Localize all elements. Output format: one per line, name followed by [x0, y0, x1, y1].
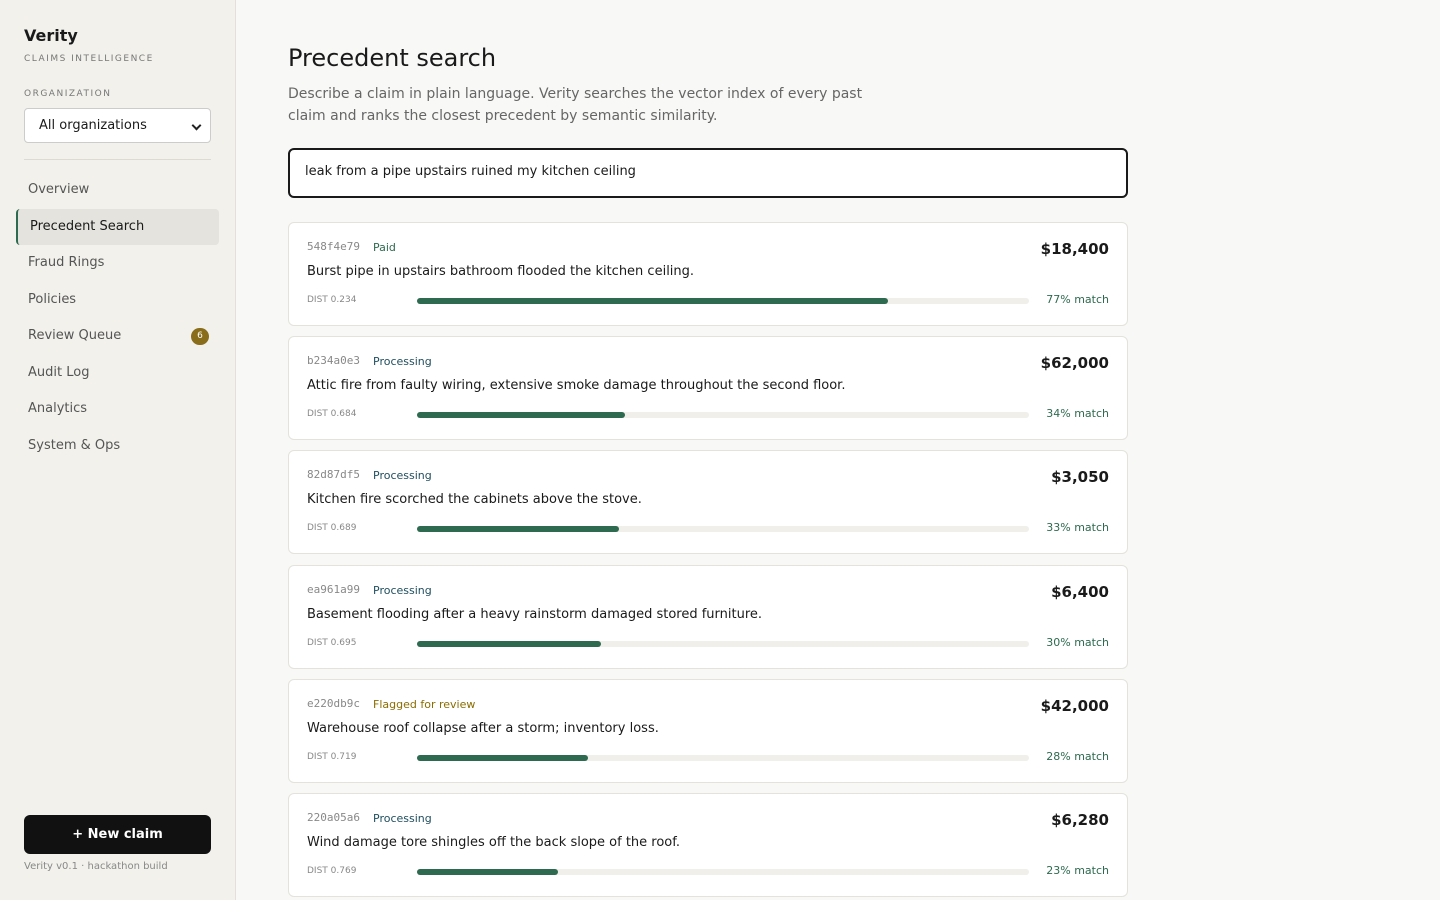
nav-label: Policies: [28, 291, 77, 307]
nav-label: Audit Log: [28, 364, 90, 380]
result-card[interactable]: e220db9c Flagged for review $42,000 Warehou…: [288, 678, 1128, 783]
distance: DIST 0.695: [307, 637, 357, 648]
claim-id: 548f4e79: [307, 240, 360, 253]
nav-item[interactable]: Overview: [16, 172, 219, 208]
nav-item[interactable]: Audit Log: [16, 355, 219, 391]
org-label: ORGANIZATION: [24, 89, 112, 99]
tagline: CLAIMS INTELLIGENCE: [24, 54, 154, 64]
brand: Verity: [24, 26, 78, 45]
status: Processing: [373, 469, 432, 483]
result-card[interactable]: 548f4e79 Paid $18,400 Burst pipe in upstair…: [288, 222, 1128, 326]
description: Describe a claim in plain language. Veri…: [288, 86, 863, 124]
match-bar: [417, 298, 889, 304]
match-label: 30% match: [1046, 635, 1109, 649]
match-track: [417, 640, 1029, 647]
nav: Overview Precedent Search Fraud Rings Polic…: [16, 172, 219, 464]
nav-item[interactable]: System & Ops: [16, 428, 219, 464]
amount: $6,280: [1051, 811, 1109, 829]
claim-description: Warehouse roof collapse after a storm; i…: [307, 720, 659, 736]
result-card[interactable]: 220a05a6 Processing $6,280 Wind damage tore…: [288, 793, 1128, 897]
nav-label: Analytics: [28, 401, 88, 416]
claim-description: Attic fire from faulty wiring, extensive…: [307, 378, 846, 394]
amount: $42,000: [1040, 696, 1109, 715]
page-title: Precedent search: [288, 44, 497, 72]
amount: $62,000: [1040, 354, 1109, 373]
match-label: 34% match: [1046, 407, 1109, 421]
match-label: 28% match: [1046, 749, 1109, 763]
claim-id: ea961a99: [307, 582, 360, 596]
match-track: [417, 869, 1029, 875]
status: Processing: [373, 812, 432, 825]
distance: DIST 0.234: [307, 295, 357, 305]
distance: DIST 0.689: [307, 523, 357, 534]
new-claim-button[interactable]: + New claim: [24, 815, 211, 854]
nav-label: System & Ops: [28, 437, 121, 453]
nav-label: Precedent Search: [30, 218, 145, 234]
match-bar: [417, 640, 601, 647]
match-bar: [417, 869, 558, 875]
nav-item[interactable]: Precedent Search: [16, 208, 219, 245]
nav-item[interactable]: Review Queue 6: [16, 318, 219, 354]
nav-label: Overview: [28, 182, 90, 197]
match-track: [417, 754, 1029, 761]
result-card[interactable]: b234a0e3 Processing $62,000 Attic fire from…: [288, 336, 1128, 441]
match-bar: [417, 754, 589, 761]
claim-id: 220a05a6: [307, 811, 360, 824]
status: Flagged for review: [373, 697, 476, 711]
claim-id: e220db9c: [307, 696, 360, 710]
match-bar: [417, 412, 626, 419]
match-track: [417, 298, 1029, 304]
sidebar: Verity CLAIMS INTELLIGENCE ORGANIZATION …: [0, 0, 236, 900]
nav-label: Review Queue: [28, 328, 122, 343]
nav-label: Fraud Rings: [28, 255, 105, 270]
status: Paid: [373, 241, 396, 254]
match-track: [417, 526, 1029, 533]
match-label: 77% match: [1046, 293, 1109, 306]
claim-id: b234a0e3: [307, 354, 360, 368]
nav-item[interactable]: Fraud Rings: [16, 245, 219, 281]
result-card[interactable]: ea961a99 Processing $6,400 Basement floodin…: [288, 564, 1128, 669]
amount: $3,050: [1051, 468, 1109, 487]
distance: DIST 0.719: [307, 751, 357, 762]
search-input[interactable]: leak from a pipe upstairs ruined my kitc…: [288, 148, 1128, 198]
distance: DIST 0.684: [307, 409, 357, 420]
nav-item[interactable]: Policies: [16, 282, 219, 318]
status: Processing: [373, 355, 432, 369]
distance: DIST 0.769: [307, 866, 357, 876]
amount: $18,400: [1040, 240, 1109, 258]
nav-item[interactable]: Analytics: [16, 391, 219, 427]
divider: [24, 159, 211, 160]
badge: 6: [191, 328, 209, 345]
match-track: [417, 412, 1029, 419]
match-bar: [417, 526, 619, 533]
match-label: 23% match: [1046, 864, 1109, 877]
version: Verity v0.1 · hackathon build: [24, 861, 168, 872]
org-select[interactable]: All organizations: [24, 108, 211, 143]
status: Processing: [373, 583, 432, 597]
claim-description: Kitchen fire scorched the cabinets above…: [307, 492, 642, 508]
amount: $6,400: [1051, 582, 1109, 601]
claim-description: Basement flooding after a heavy rainstor…: [307, 606, 763, 622]
result-card[interactable]: 82d87df5 Processing $3,050 Kitchen fire sco…: [288, 450, 1128, 555]
claim-description: Burst pipe in upstairs bathroom flooded …: [307, 264, 695, 279]
claim-id: 82d87df5: [307, 468, 360, 482]
claim-description: Wind damage tore shingles off the back s…: [307, 835, 681, 850]
match-label: 33% match: [1046, 521, 1109, 535]
